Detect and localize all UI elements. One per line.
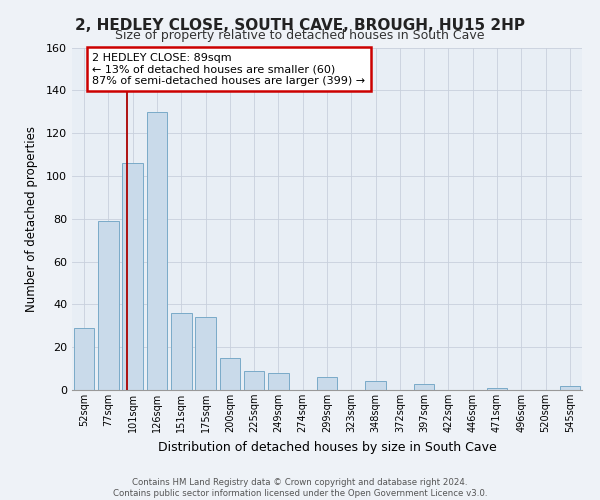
Bar: [171, 313, 191, 390]
Text: Size of property relative to detached houses in South Cave: Size of property relative to detached ho…: [115, 29, 485, 42]
Bar: [365, 382, 386, 390]
Bar: [487, 388, 508, 390]
Bar: [195, 317, 216, 390]
Bar: [560, 386, 580, 390]
Bar: [268, 373, 289, 390]
Bar: [146, 112, 167, 390]
X-axis label: Distribution of detached houses by size in South Cave: Distribution of detached houses by size …: [158, 440, 496, 454]
Bar: [317, 377, 337, 390]
Bar: [122, 163, 143, 390]
Text: Contains HM Land Registry data © Crown copyright and database right 2024.
Contai: Contains HM Land Registry data © Crown c…: [113, 478, 487, 498]
Bar: [220, 358, 240, 390]
Y-axis label: Number of detached properties: Number of detached properties: [25, 126, 38, 312]
Bar: [74, 328, 94, 390]
Text: 2 HEDLEY CLOSE: 89sqm
← 13% of detached houses are smaller (60)
87% of semi-deta: 2 HEDLEY CLOSE: 89sqm ← 13% of detached …: [92, 52, 365, 86]
Text: 2, HEDLEY CLOSE, SOUTH CAVE, BROUGH, HU15 2HP: 2, HEDLEY CLOSE, SOUTH CAVE, BROUGH, HU1…: [75, 18, 525, 32]
Bar: [414, 384, 434, 390]
Bar: [244, 370, 265, 390]
Bar: [98, 221, 119, 390]
